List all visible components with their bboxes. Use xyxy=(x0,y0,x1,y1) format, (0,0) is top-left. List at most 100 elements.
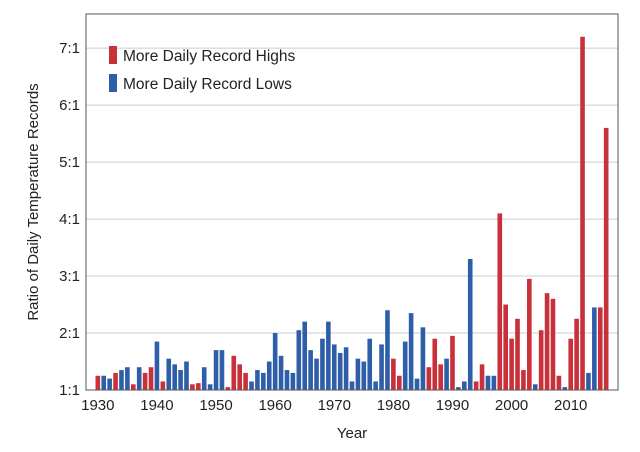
y-tick-label: 6:1 xyxy=(59,97,80,114)
x-tick-label: 1930 xyxy=(81,397,114,414)
bar-1944 xyxy=(178,370,183,390)
legend-label-highs: More Daily Record Highs xyxy=(123,48,296,65)
bar-2013 xyxy=(586,372,591,390)
bar-1969 xyxy=(326,321,331,390)
x-tick-label: 2000 xyxy=(495,397,528,414)
x-tick-labels: 1930 1940 1950 1960 1970 1980 1990 2000 2010 xyxy=(81,397,587,414)
bar-1932 xyxy=(107,378,112,390)
bar-1999 xyxy=(503,304,508,390)
bar-1951 xyxy=(219,350,225,390)
bar-2004 xyxy=(532,384,538,390)
legend-label-lows: More Daily Record Lows xyxy=(123,76,292,93)
bar-1998 xyxy=(497,213,503,390)
bar-2012 xyxy=(580,36,585,391)
bar-1938 xyxy=(142,372,148,390)
bar-2008 xyxy=(556,375,562,390)
bar-1976 xyxy=(367,338,373,390)
bar-1975 xyxy=(361,361,367,390)
bar-1978 xyxy=(379,344,384,390)
bar-2016 xyxy=(603,127,609,390)
bar-1983 xyxy=(408,313,414,390)
bar-1959 xyxy=(266,361,272,390)
bar-1982 xyxy=(402,341,408,390)
bar-1993 xyxy=(467,258,473,390)
bar-1980 xyxy=(391,358,396,390)
bar-1962 xyxy=(284,370,290,390)
bar-1997 xyxy=(491,375,497,390)
bar-2000 xyxy=(509,338,514,390)
bar-2015 xyxy=(597,307,603,390)
bar-1957 xyxy=(255,370,260,390)
bar-1947 xyxy=(196,383,201,390)
bar-1989 xyxy=(444,358,449,390)
bar-1939 xyxy=(148,367,154,390)
y-tick-label: 3:1 xyxy=(59,268,80,285)
bar-1991 xyxy=(456,387,461,390)
bar-1964 xyxy=(296,330,302,390)
bar-1977 xyxy=(373,381,378,390)
x-tick-label: 1950 xyxy=(199,397,232,414)
legend-swatch-lows xyxy=(109,74,117,92)
bar-1946 xyxy=(190,384,195,390)
bar-2011 xyxy=(574,318,579,390)
y-tick-label: 1:1 xyxy=(59,382,80,399)
bar-1933 xyxy=(113,372,118,390)
bar-1955 xyxy=(243,372,248,390)
x-tick-label: 1960 xyxy=(258,397,291,414)
x-tick-label: 1990 xyxy=(436,397,469,414)
bar-1961 xyxy=(278,355,284,390)
bar-2002 xyxy=(521,370,526,390)
bar-1934 xyxy=(119,370,124,390)
x-tick-label: 1940 xyxy=(140,397,173,414)
y-axis-title: Ratio of Daily Temperature Records xyxy=(25,83,42,320)
bar-1979 xyxy=(385,310,390,390)
bar-1935 xyxy=(125,367,130,390)
bar-1996 xyxy=(485,375,491,390)
legend: More Daily Record Highs More Daily Record… xyxy=(109,46,296,93)
y-tick-labels: 1:1 2:1 3:1 4:1 5:1 6:1 7:1 xyxy=(59,40,80,399)
bar-1984 xyxy=(414,378,420,390)
bar-1970 xyxy=(331,344,337,390)
bar-1995 xyxy=(479,364,485,390)
bar-1950 xyxy=(213,350,219,390)
bar-1948 xyxy=(201,367,207,390)
bar-1954 xyxy=(237,364,242,390)
bar-1986 xyxy=(426,367,432,390)
bar-1972 xyxy=(343,347,349,390)
x-tick-label: 2010 xyxy=(554,397,587,414)
bars xyxy=(95,36,609,391)
bar-1974 xyxy=(355,358,361,390)
y-tick-label: 4:1 xyxy=(59,211,80,228)
plot-frame xyxy=(85,13,619,391)
bar-1987 xyxy=(432,338,438,390)
bar-2007 xyxy=(550,298,556,390)
bar-1973 xyxy=(349,381,355,390)
y-tick-label: 7:1 xyxy=(59,40,80,57)
bar-1937 xyxy=(136,367,142,390)
x-tick-label: 1980 xyxy=(377,397,410,414)
bar-1941 xyxy=(160,381,166,390)
bar-1968 xyxy=(320,338,325,390)
x-axis-title: Year xyxy=(337,425,367,442)
bar-1952 xyxy=(225,387,231,390)
bar-1960 xyxy=(272,333,278,390)
y-tick-label: 5:1 xyxy=(59,154,80,171)
bar-2006 xyxy=(544,293,550,390)
bar-2005 xyxy=(538,330,544,390)
bar-1988 xyxy=(438,364,443,390)
bar-1956 xyxy=(249,381,254,390)
bar-2014 xyxy=(592,307,597,390)
bar-1985 xyxy=(420,327,426,390)
bar-1981 xyxy=(396,375,402,390)
bar-1967 xyxy=(314,358,319,390)
y-tick-label: 2:1 xyxy=(59,325,80,342)
bar-1943 xyxy=(172,364,177,390)
bar-1940 xyxy=(154,341,160,390)
bar-2009 xyxy=(562,387,568,390)
bar-1971 xyxy=(337,352,343,390)
legend-swatch-highs xyxy=(109,46,117,64)
bar-1945 xyxy=(184,361,189,390)
bar-1990 xyxy=(450,335,455,390)
bar-1992 xyxy=(462,381,467,390)
